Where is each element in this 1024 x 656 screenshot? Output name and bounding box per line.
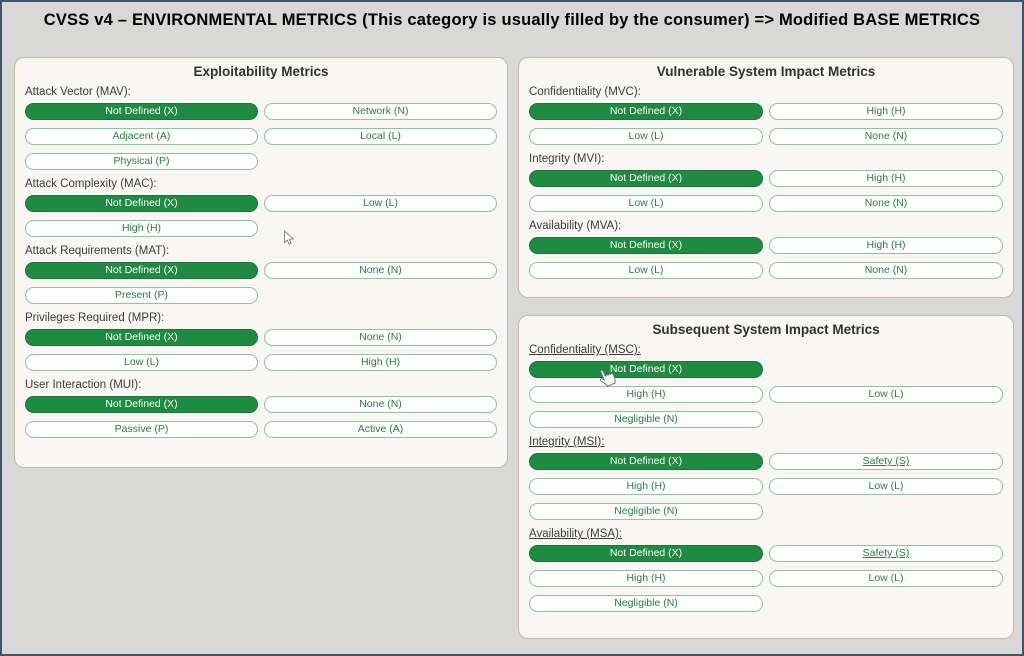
option-button[interactable]: Safety (S) (769, 545, 1003, 562)
option-button[interactable]: Adjacent (A) (25, 128, 258, 145)
option-button[interactable]: High (H) (264, 354, 497, 371)
option-row: Not Defined (X) High (H) (529, 237, 1003, 254)
option-button[interactable]: None (N) (769, 262, 1003, 279)
option-button[interactable]: High (H) (529, 386, 763, 403)
option-row: Not Defined (X) Low (L) (25, 195, 497, 212)
metric-group-label: Attack Complexity (MAC): (25, 178, 157, 190)
option-button[interactable]: Local (L) (264, 128, 497, 145)
metric-group-label: Privileges Required (MPR): (25, 312, 165, 324)
option-row: Low (L) None (N) (529, 262, 1003, 279)
selected-option-button[interactable]: Not Defined (X) (25, 396, 258, 413)
option-row: High (H) (25, 220, 497, 237)
selected-option-button[interactable]: Not Defined (X) (25, 195, 258, 212)
option-button[interactable]: Low (L) (264, 195, 497, 212)
selected-option-button[interactable]: Not Defined (X) (25, 329, 258, 346)
selected-option-button[interactable]: Not Defined (X) (529, 237, 763, 254)
option-row: Not Defined (X) None (N) (25, 262, 497, 279)
option-button[interactable]: Active (A) (264, 421, 497, 438)
selected-option-button[interactable]: Not Defined (X) (25, 262, 258, 279)
page-title: CVSS v4 – ENVIRONMENTAL METRICS (This ca… (43, 11, 981, 29)
selected-option-button[interactable]: Not Defined (X) (529, 170, 763, 187)
option-row: Not Defined (X) (529, 361, 1003, 378)
option-button[interactable]: Low (L) (769, 478, 1003, 495)
option-button[interactable]: Physical (P) (25, 153, 258, 170)
option-button[interactable]: None (N) (769, 195, 1003, 212)
option-row: Adjacent (A) Local (L) (25, 128, 497, 145)
option-button[interactable]: Low (L) (529, 195, 763, 212)
option-button[interactable]: None (N) (264, 329, 497, 346)
panel-title: Vulnerable System Impact Metrics (656, 64, 876, 79)
option-row: Not Defined (X) Safety (S) (529, 453, 1003, 470)
option-button[interactable]: Negligible (N) (529, 595, 763, 612)
option-button[interactable]: High (H) (529, 478, 763, 495)
metric-group-label: Confidentiality (MVC): (529, 86, 641, 98)
option-row: High (H) Low (L) (529, 570, 1003, 587)
option-button[interactable]: Negligible (N) (529, 411, 763, 428)
option-row: Not Defined (X) High (H) (529, 103, 1003, 120)
option-button[interactable]: High (H) (769, 103, 1003, 120)
option-button[interactable]: Negligible (N) (529, 503, 763, 520)
option-button[interactable]: Low (L) (529, 128, 763, 145)
option-button[interactable]: Low (L) (769, 570, 1003, 587)
option-button[interactable]: High (H) (769, 170, 1003, 187)
metric-group-label: Integrity (MVI): (529, 153, 605, 165)
option-row: Physical (P) (25, 153, 497, 170)
metric-group-label: Availability (MSA): (529, 528, 623, 540)
metric-group-label: User Interaction (MUI): (25, 379, 142, 391)
option-button[interactable]: Low (L) (529, 262, 763, 279)
option-row: Not Defined (X) Safety (S) (529, 545, 1003, 562)
option-button[interactable]: Network (N) (264, 103, 497, 120)
option-row: Not Defined (X) None (N) (25, 396, 497, 413)
option-button[interactable]: High (H) (25, 220, 258, 237)
option-button[interactable]: Low (L) (25, 354, 258, 371)
option-row: Not Defined (X) High (H) (529, 170, 1003, 187)
option-button[interactable]: Low (L) (769, 386, 1003, 403)
panel-subsequent-system-impact-metrics: Subsequent System Impact Metrics Confiden… (518, 315, 1014, 639)
metric-group-label: Attack Vector (MAV): (25, 86, 131, 98)
selected-option-button[interactable]: Not Defined (X) (529, 545, 763, 562)
option-button[interactable]: None (N) (264, 262, 497, 279)
metric-group-label: Attack Requirements (MAT): (25, 245, 170, 257)
selected-option-button[interactable]: Not Defined (X) (25, 103, 258, 120)
metric-group-label: Confidentiality (MSC): (529, 344, 641, 356)
panel-vulnerable-system-impact-metrics: Vulnerable System Impact Metrics Confiden… (518, 57, 1014, 298)
metric-group-label: Integrity (MSI): (529, 436, 605, 448)
option-button[interactable]: High (H) (769, 237, 1003, 254)
option-row: Low (L) None (N) (529, 128, 1003, 145)
option-row: Negligible (N) (529, 595, 1003, 612)
option-row: Negligible (N) (529, 411, 1003, 428)
option-button[interactable]: Passive (P) (25, 421, 258, 438)
option-row: High (H) Low (L) (529, 386, 1003, 403)
metric-group-label: Availability (MVA): (529, 220, 622, 232)
option-row: Not Defined (X) Network (N) (25, 103, 497, 120)
option-button[interactable]: Present (P) (25, 287, 258, 304)
panel-title: Exploitability Metrics (193, 64, 329, 79)
option-row: Low (L) High (H) (25, 354, 497, 371)
option-row: Low (L) None (N) (529, 195, 1003, 212)
option-button[interactable]: None (N) (264, 396, 497, 413)
panel-exploitability-metrics: Exploitability Metrics Attack Vector (MAV… (14, 57, 508, 468)
option-button[interactable]: Safety (S) (769, 453, 1003, 470)
option-row: High (H) Low (L) (529, 478, 1003, 495)
selected-option-button[interactable]: Not Defined (X) (529, 103, 763, 120)
option-row: Passive (P) Active (A) (25, 421, 497, 438)
selected-option-button[interactable]: Not Defined (X) (529, 453, 763, 470)
selected-option-button[interactable]: Not Defined (X) (529, 361, 763, 378)
option-button[interactable]: None (N) (769, 128, 1003, 145)
option-row: Present (P) (25, 287, 497, 304)
option-row: Not Defined (X) None (N) (25, 329, 497, 346)
option-row: Negligible (N) (529, 503, 1003, 520)
option-button[interactable]: High (H) (529, 570, 763, 587)
panel-title: Subsequent System Impact Metrics (652, 322, 880, 337)
